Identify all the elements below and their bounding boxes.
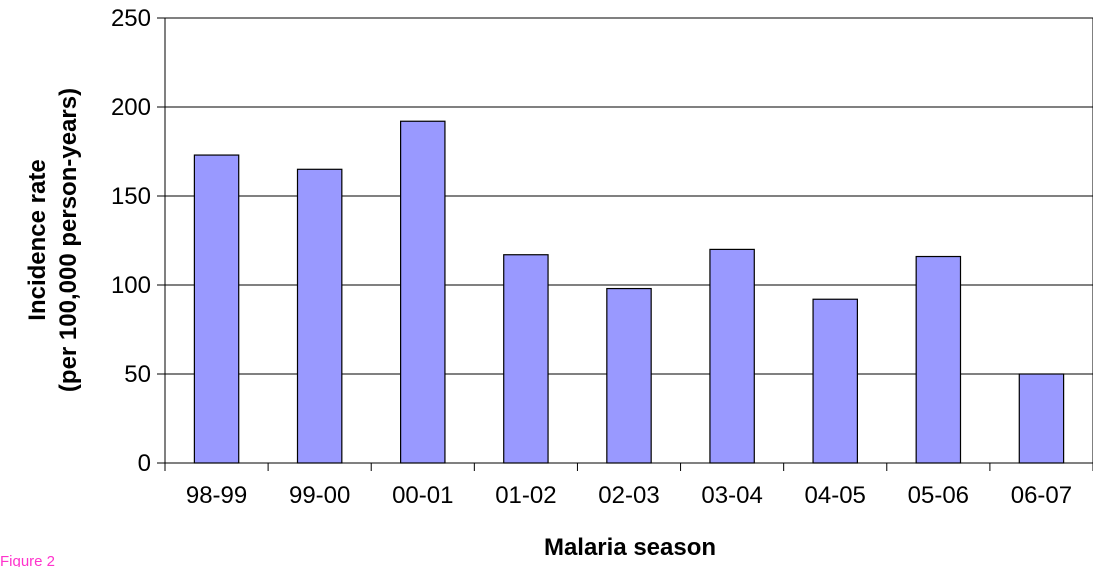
bar-00-01 [400, 120, 446, 464]
y-tick-label: 50 [124, 361, 151, 388]
y-axis-title-line-2-text: (per 100,000 person-years) [55, 88, 82, 392]
y-tick-label: 0 [138, 450, 151, 477]
y-tick-label: 200 [111, 94, 151, 121]
y-tick-label: 250 [111, 5, 151, 32]
x-tick-label: 02-03 [598, 482, 659, 509]
x-tick-label: 05-06 [908, 482, 969, 509]
x-axis [164, 462, 1093, 471]
x-tick-label: 01-02 [495, 482, 556, 509]
x-tick-label: 99-00 [289, 482, 350, 509]
bar-02-03 [606, 287, 652, 464]
x-tick-label: 00-01 [392, 482, 453, 509]
bar-01-02 [503, 254, 549, 464]
x-tick-labels: 98-99 99-00 00-01 01-02 02-03 03-04 04-05 05-06… [186, 482, 1072, 509]
bar-99-00 [296, 168, 343, 464]
y-axis [157, 17, 166, 464]
bar-98-99 [193, 154, 240, 464]
bar-05-06 [915, 255, 962, 464]
bar-06-07 [1018, 373, 1065, 464]
y-tick-label: 100 [111, 272, 151, 299]
x-tick-label: 06-07 [1011, 482, 1072, 509]
bar-04-05 [812, 298, 858, 464]
x-tick-label: 04-05 [805, 482, 866, 509]
x-tick-label: 98-99 [186, 482, 247, 509]
x-tick-label: 03-04 [701, 482, 762, 509]
y-axis-title-line-1-text: Incidence rate [24, 159, 51, 320]
x-axis-title: Malaria season [544, 534, 716, 561]
y-tick-label: 150 [111, 183, 151, 210]
bars [193, 120, 1065, 464]
figure-caption: Figure 2 [0, 553, 55, 567]
y-tick-labels: 0 50 100 150 200 250 [111, 5, 151, 477]
bar-03-04 [709, 248, 755, 464]
